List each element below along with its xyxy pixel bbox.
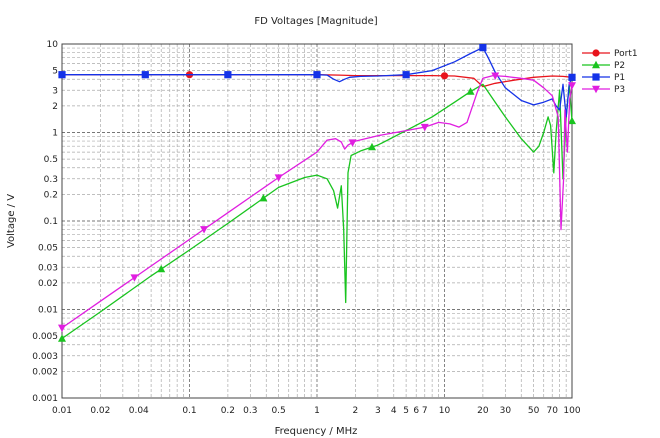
data-point	[58, 324, 66, 333]
series-layer	[58, 44, 576, 342]
y-tick-label: 10	[47, 40, 59, 50]
x-tick-label: 0.3	[243, 406, 257, 416]
legend: Port1 P2 P1 P3	[582, 49, 638, 95]
series-line-p2	[61, 83, 573, 340]
legend-label: P3	[614, 85, 625, 95]
tick-labels: 0.01 0.02 0.04 0.1 0.2 0.3 0.5 1 2 3 4 5 6 7 10 20 30 50 7…	[32, 40, 581, 416]
x-tick-label: 20	[477, 406, 489, 416]
y-tick-label: 1	[52, 129, 58, 139]
x-tick-label: 0.2	[221, 406, 235, 416]
x-tick-label: 0.02	[90, 406, 110, 416]
x-tick-label: 3	[375, 406, 381, 416]
legend-entry-p1: P1	[582, 73, 625, 83]
y-tick-label: 0.3	[44, 175, 58, 185]
x-tick-label: 100	[563, 406, 580, 416]
data-point	[224, 71, 232, 79]
y-tick-label: 0.005	[32, 332, 58, 342]
data-point	[348, 139, 357, 147]
data-point	[592, 49, 600, 57]
y-tick-label: 0.003	[32, 352, 58, 362]
data-point	[157, 264, 166, 273]
x-tick-label: 30	[500, 406, 512, 416]
y-tick-label: 2	[52, 102, 58, 112]
x-tick-label: 70	[547, 406, 559, 416]
y-tick-label: 0.03	[38, 263, 58, 273]
data-point	[568, 116, 576, 125]
data-point	[58, 334, 66, 342]
y-tick-label: 0.002	[32, 367, 58, 377]
data-point	[141, 71, 149, 79]
data-point	[440, 72, 449, 80]
data-point	[592, 73, 600, 81]
series-p3	[58, 72, 576, 333]
x-tick-label: 1	[314, 406, 320, 416]
x-tick-label: 0.5	[271, 406, 285, 416]
data-point	[200, 226, 209, 234]
data-point	[592, 85, 600, 94]
y-tick-label: 0.1	[44, 217, 58, 227]
legend-entry-port1: Port1	[582, 49, 638, 59]
data-point	[130, 274, 139, 282]
data-point	[313, 71, 321, 79]
data-point	[592, 60, 600, 69]
x-tick-label: 4	[391, 406, 397, 416]
legend-entry-p2: P2	[582, 60, 625, 71]
data-point	[58, 71, 66, 79]
x-tick-label: 10	[439, 406, 451, 416]
chart-title: FD Voltages [Magnitude]	[254, 16, 377, 27]
data-point	[259, 193, 268, 202]
data-point	[274, 174, 283, 182]
x-tick-label: 0.01	[52, 406, 72, 416]
data-point	[466, 87, 475, 95]
data-point	[491, 72, 500, 80]
y-tick-label: 3	[52, 86, 58, 96]
x-tick-label: 0.1	[182, 406, 196, 416]
data-point	[568, 73, 576, 81]
series-line-p3	[61, 74, 573, 329]
series-p2	[58, 83, 576, 342]
y-tick-label: 0.001	[32, 394, 58, 404]
x-tick-label: 5	[403, 406, 409, 416]
legend-entry-p3: P3	[582, 85, 625, 95]
data-point	[568, 82, 576, 90]
grid	[62, 44, 572, 398]
x-axis-label: Frequency / MHz	[275, 426, 358, 437]
series-p1	[58, 44, 576, 118]
data-point	[402, 71, 410, 79]
legend-label: P2	[614, 61, 625, 71]
plot-frame	[61, 43, 573, 399]
data-point	[479, 44, 487, 52]
series-line-p1	[62, 46, 573, 118]
x-tick-label: 6	[413, 406, 419, 416]
legend-label: Port1	[614, 49, 638, 59]
x-tick-label: 2	[353, 406, 359, 416]
data-point	[420, 123, 429, 132]
y-tick-label: 0.05	[38, 244, 58, 254]
y-tick-label: 5	[52, 67, 58, 77]
x-tick-label: 0.04	[129, 406, 149, 416]
y-tick-label: 0.2	[44, 190, 58, 200]
x-tick-label: 7	[422, 406, 428, 416]
legend-label: P1	[614, 73, 625, 83]
series-line-port1	[62, 74, 573, 88]
x-tick-label: 50	[528, 406, 540, 416]
y-tick-label: 0.02	[38, 279, 58, 289]
data-point	[367, 142, 376, 151]
y-tick-label: 0.5	[44, 155, 58, 165]
y-axis-label: Voltage / V	[6, 194, 17, 248]
y-tick-label: 0.01	[38, 306, 58, 316]
